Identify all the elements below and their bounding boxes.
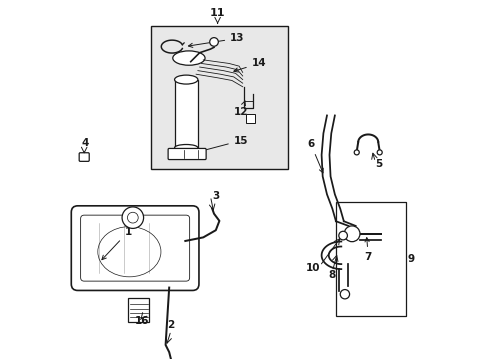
Circle shape bbox=[344, 226, 359, 242]
Text: 1: 1 bbox=[102, 227, 131, 260]
Bar bbox=[246, 114, 255, 123]
Text: 6: 6 bbox=[306, 139, 323, 173]
Text: 3: 3 bbox=[212, 191, 219, 201]
Text: 13: 13 bbox=[188, 33, 244, 48]
FancyBboxPatch shape bbox=[79, 153, 89, 161]
Circle shape bbox=[376, 150, 382, 155]
Circle shape bbox=[209, 38, 218, 46]
Text: 12: 12 bbox=[233, 101, 248, 117]
Bar bbox=[151, 26, 287, 169]
Ellipse shape bbox=[172, 51, 204, 65]
Bar bbox=[174, 80, 198, 148]
Text: 2: 2 bbox=[167, 320, 174, 330]
FancyBboxPatch shape bbox=[168, 148, 206, 159]
Circle shape bbox=[338, 231, 346, 240]
Bar bbox=[128, 298, 149, 321]
Text: 9: 9 bbox=[407, 254, 414, 264]
FancyBboxPatch shape bbox=[71, 206, 199, 291]
Ellipse shape bbox=[174, 144, 198, 151]
Text: 10: 10 bbox=[305, 263, 319, 273]
Text: 16: 16 bbox=[135, 316, 149, 326]
Text: 11: 11 bbox=[209, 8, 225, 18]
Circle shape bbox=[340, 289, 349, 299]
Ellipse shape bbox=[174, 75, 198, 84]
Text: 7: 7 bbox=[364, 238, 371, 262]
Bar bbox=[335, 202, 405, 316]
Circle shape bbox=[122, 207, 143, 228]
Text: 14: 14 bbox=[233, 58, 266, 72]
Circle shape bbox=[127, 212, 138, 223]
Text: 8: 8 bbox=[328, 270, 335, 280]
Text: 15: 15 bbox=[194, 136, 248, 154]
Text: 5: 5 bbox=[375, 159, 382, 169]
Circle shape bbox=[353, 150, 359, 155]
Text: 4: 4 bbox=[81, 138, 88, 148]
